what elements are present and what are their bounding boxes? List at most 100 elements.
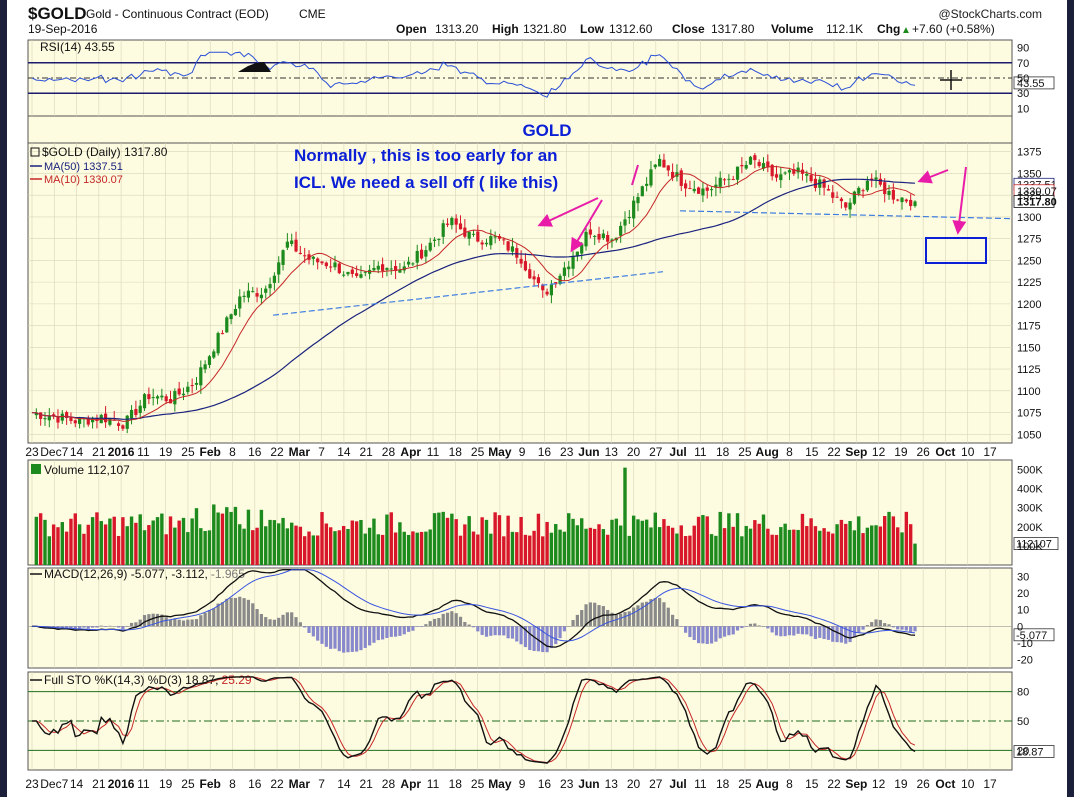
volume-bar [164, 534, 168, 565]
candle-body [809, 175, 813, 182]
candle-body [199, 367, 203, 386]
xtick-top-16: 28 [382, 445, 396, 459]
volume-bar [740, 536, 744, 565]
macd-hist-bar [142, 615, 147, 627]
volume-label: Volume [771, 22, 814, 36]
candle-body [610, 239, 614, 242]
close-tag-box [1013, 195, 1055, 208]
volume-bar [393, 532, 398, 565]
macd-tick--20: -20 [1017, 655, 1033, 667]
macd-hist-bar [95, 626, 99, 628]
macd-hist-bar [627, 611, 631, 627]
chg-label: Chg [877, 22, 900, 36]
macd-hist-bar [450, 611, 454, 627]
candle-body [852, 191, 857, 204]
volume-bar [701, 515, 705, 565]
macd-hist-bar [835, 626, 839, 643]
annotations-layer: GOLD Normally , this is too early for an… [294, 121, 987, 264]
volume-bar [857, 516, 861, 565]
macd-hist-bar [597, 605, 601, 627]
volume-bar [69, 518, 73, 565]
candle-body [805, 173, 809, 176]
macd-hist-bar [532, 626, 536, 651]
candle-body [874, 177, 878, 180]
candle-body [748, 156, 753, 165]
open-value: 1313.20 [435, 22, 479, 36]
sto-value-tag: 18.87 [1016, 747, 1044, 759]
candle-body [186, 386, 190, 393]
macd-hist-bar [891, 626, 895, 628]
support-trendline-2 [679, 210, 1013, 220]
xtick-bottom-7: 25 [181, 777, 195, 791]
xtick-bottom-16: 28 [382, 777, 396, 791]
candle-body [65, 412, 69, 418]
candle-body [268, 284, 272, 289]
price-tick-1375: 1375 [1017, 147, 1041, 159]
candle-body [233, 309, 238, 316]
macd-value-tag-box [1013, 628, 1055, 642]
macd-hist-bar [160, 614, 164, 627]
volume-bar [878, 526, 883, 565]
xtick-top-0: 23 [25, 445, 39, 459]
price-legend: $GOLD (Daily) 1317.80 [42, 145, 168, 159]
volume-bar [216, 512, 220, 565]
candle-body [194, 382, 199, 385]
candle-body [86, 417, 90, 425]
volume-bar [103, 524, 108, 565]
volume-bar [584, 528, 588, 565]
candle-body [601, 233, 605, 239]
candle-body [774, 174, 779, 178]
xtick-bottom-34: 8 [786, 777, 793, 791]
candle-body [904, 199, 908, 202]
candle-body [398, 269, 402, 273]
macd-hist-bar [792, 626, 796, 636]
macd-hist-bar [298, 622, 302, 627]
volume-bar [311, 535, 316, 565]
macd-hist-bar [796, 626, 800, 634]
volume-bar [376, 534, 380, 565]
volume-bar [870, 525, 874, 565]
volume-bar [766, 528, 770, 565]
macd-hist-bar [632, 607, 636, 627]
volume-panel: Volume 112,107 112107 [31, 463, 1059, 565]
volume-bar [225, 507, 229, 565]
xtick-top-25: Jun [578, 445, 599, 459]
macd-hist-bar [727, 626, 731, 636]
ma10-legend: MA(10) 1330.07 [44, 174, 123, 186]
macd-hist-bar [913, 626, 917, 632]
candle-body [575, 251, 579, 257]
volume-bar [904, 511, 909, 565]
volume-bar [138, 514, 142, 565]
macd-hist-bar [480, 626, 484, 635]
candle-body [125, 415, 129, 429]
axes-labels: 1375135013251300127512501225120011751150… [25, 43, 1043, 791]
candle-body [792, 169, 796, 174]
macd-hist-bar [558, 626, 562, 639]
volume-bar [502, 536, 506, 565]
macd-hist-bar [69, 626, 73, 629]
xtick-top-37: Sep [845, 445, 867, 459]
macd-hist-bar [545, 626, 549, 653]
macd-hist-bar [671, 614, 675, 627]
xtick-bottom-30: 11 [694, 777, 707, 791]
rsi-tick-90: 90 [1017, 43, 1029, 55]
xtick-top-11: 22 [270, 445, 284, 459]
macd-hist-bar [541, 626, 545, 653]
candle-body [913, 201, 917, 207]
candle-body [900, 197, 904, 203]
crosshair-icon [940, 70, 962, 90]
candle-body [562, 267, 566, 276]
xtick-bottom-37: Sep [845, 777, 867, 791]
volume-bar [173, 527, 177, 565]
macd-hist-bar [60, 626, 64, 629]
volume-bar [290, 522, 294, 565]
candle-body [541, 284, 545, 291]
macd-hist-bar [567, 626, 571, 627]
symbol-title: $GOLD [28, 4, 87, 23]
volume-bar [415, 532, 419, 565]
volume-bar [354, 521, 359, 565]
volume-bar [493, 512, 497, 565]
volume-bar [203, 530, 207, 565]
xtick-top-22: 9 [519, 445, 526, 459]
close-tag: 1317.80 [1017, 196, 1057, 208]
